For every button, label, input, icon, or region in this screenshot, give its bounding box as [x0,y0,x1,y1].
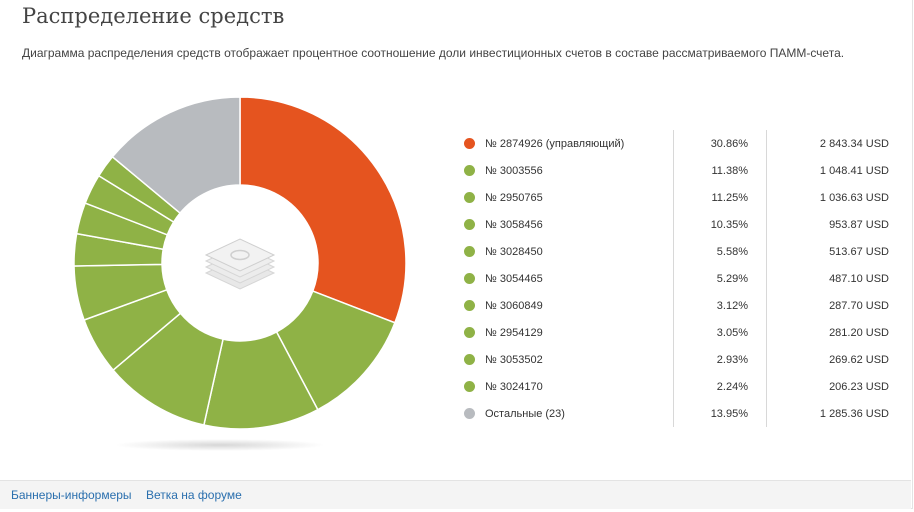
legend-account-label: № 2874926 (управляющий) [485,137,625,150]
legend-amount: 2 843.34 USD [819,137,889,150]
legend-percent: 2.93% [673,346,767,373]
legend-color-dot [455,157,485,184]
legend-percent: 11.38% [673,157,767,184]
legend-percent: 5.58% [673,238,767,265]
legend-color-dot [455,184,485,211]
chart-description: Диаграмма распределения средств отобража… [22,46,845,60]
legend-row: № 2874926 (управляющий) 30.86% 2 843.34 US… [455,130,892,157]
legend-account-label: № 3060849 [485,299,543,312]
legend-row: № 3028450 5.58% 513.67 USD [455,238,892,265]
banners-link[interactable]: Баннеры-информеры [11,488,132,502]
legend-row: № 2954129 3.05% 281.20 USD [455,319,892,346]
chart-slices [73,96,407,430]
donut-chart [73,96,407,451]
legend-account-label: № 2954129 [485,326,543,339]
page-title: Распределение средств [22,4,285,28]
legend-account-label: № 3003556 [485,164,543,177]
pie-slice[interactable] [111,96,241,215]
legend-percent: 13.95% [673,400,767,427]
legend-amount: 513.67 USD [829,245,889,258]
pie-slice[interactable] [239,96,407,324]
legend-account-label: № 3058456 [485,218,543,231]
legend-color-dot [455,211,485,238]
legend-color-dot [455,346,485,373]
legend-amount: 1 036.63 USD [819,191,889,204]
legend-account-label: № 2950765 [485,191,543,204]
legend-color-dot [455,130,485,157]
legend-amount: 269.62 USD [829,353,889,366]
legend-row: № 3058456 10.35% 953.87 USD [455,211,892,238]
forum-thread-link[interactable]: Ветка на форуме [146,488,242,502]
legend-table: № 2874926 (управляющий) 30.86% 2 843.34 US… [455,130,892,427]
legend-row: № 3054465 5.29% 487.10 USD [455,265,892,292]
legend-account-label: № 3054465 [485,272,543,285]
legend-percent: 11.25% [673,184,767,211]
legend-row: № 2950765 11.25% 1 036.63 USD [455,184,892,211]
legend-account-label: № 3024170 [485,380,543,393]
legend-color-dot [455,373,485,400]
footer: Баннеры-информеры Ветка на форуме [0,480,911,509]
legend-percent: 3.12% [673,292,767,319]
legend-amount: 1 285.36 USD [819,407,889,420]
legend-color-dot [455,265,485,292]
legend-amount: 206.23 USD [829,380,889,393]
legend-row: № 3053502 2.93% 269.62 USD [455,346,892,373]
legend-account-label: № 3028450 [485,245,543,258]
legend-amount: 487.10 USD [829,272,889,285]
legend-row: Остальные (23) 13.95% 1 285.36 USD [455,400,892,427]
legend-color-dot [455,292,485,319]
legend-row: № 3003556 11.38% 1 048.41 USD [455,157,892,184]
legend-percent: 2.24% [673,373,767,400]
money-stack-icon [204,238,276,290]
legend-color-dot [455,319,485,346]
legend-amount: 281.20 USD [829,326,889,339]
legend-row: № 3024170 2.24% 206.23 USD [455,373,892,400]
legend-amount: 1 048.41 USD [819,164,889,177]
legend-color-dot [455,238,485,265]
legend-amount: 953.87 USD [829,218,889,231]
legend-account-label: № 3053502 [485,353,543,366]
legend-row: № 3060849 3.12% 287.70 USD [455,292,892,319]
legend-amount: 287.70 USD [829,299,889,312]
chart-shadow [115,439,325,451]
legend-percent: 3.05% [673,319,767,346]
legend-account-label: Остальные (23) [485,407,565,420]
legend-percent: 30.86% [673,130,767,157]
legend-percent: 5.29% [673,265,767,292]
legend-percent: 10.35% [673,211,767,238]
legend-color-dot [455,400,485,427]
